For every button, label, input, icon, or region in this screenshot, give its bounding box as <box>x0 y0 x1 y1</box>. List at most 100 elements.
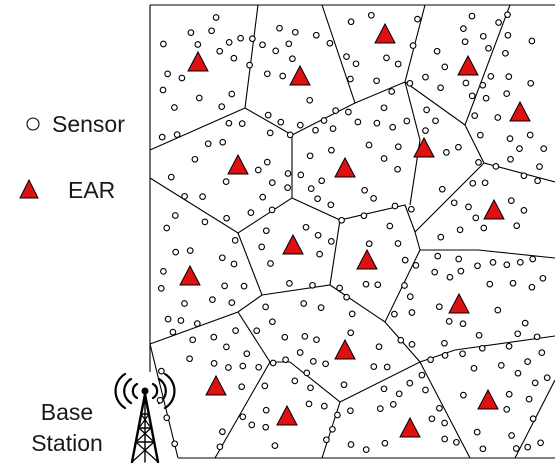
ear-triangle <box>179 264 201 286</box>
sensor-node <box>432 117 439 125</box>
sensor-node <box>513 222 521 230</box>
sensor-node <box>504 11 511 19</box>
sensor-node <box>373 77 380 85</box>
sensor-node <box>514 369 522 377</box>
sensor-node <box>210 333 218 341</box>
ear-triangle <box>276 404 298 426</box>
sensor-node <box>512 445 520 452</box>
sensor-node <box>479 32 487 40</box>
sensor-node <box>239 362 247 370</box>
sensor-node <box>380 385 388 393</box>
sensor-node <box>476 131 484 139</box>
sensor-node <box>486 280 494 288</box>
cell-boundary <box>329 219 341 286</box>
ear-triangle <box>457 54 479 76</box>
sensor-node <box>475 159 482 166</box>
sensor-node <box>218 254 226 262</box>
sensor-node <box>187 29 195 36</box>
cell-boundary <box>419 335 555 363</box>
cell-boundary <box>149 135 293 234</box>
sensor-node <box>228 90 236 98</box>
sensor-node <box>407 205 415 213</box>
sensor-node <box>160 268 167 275</box>
sensor-node <box>178 74 186 82</box>
sensor-node <box>208 27 215 35</box>
sensor-node <box>277 118 285 126</box>
sensor-node <box>237 34 244 42</box>
sensor-node <box>540 145 548 152</box>
sensor-node <box>531 379 539 387</box>
sensor-node <box>520 207 528 214</box>
sensor-node <box>327 238 335 245</box>
sensor-node <box>406 293 414 300</box>
legend-sensor-icon <box>26 117 40 131</box>
sensor-node <box>380 155 388 162</box>
sensor-node <box>254 166 262 174</box>
sensor-node <box>340 381 348 389</box>
sensor-node <box>365 141 373 149</box>
sensor-node <box>316 250 323 258</box>
sensor-node <box>259 41 266 49</box>
sensor-node <box>370 195 377 202</box>
sensor-node <box>403 117 411 125</box>
sensor-node <box>347 18 355 26</box>
sensor-node <box>528 283 536 291</box>
sensor-node <box>394 60 402 68</box>
sensor-node <box>218 103 226 110</box>
sensor-node <box>391 202 399 210</box>
sensor-node <box>437 233 445 241</box>
sensor-node <box>360 212 368 220</box>
sensor-node <box>470 364 478 372</box>
sensor-node <box>401 256 409 264</box>
sensor-node <box>503 90 511 97</box>
sensor-node <box>526 131 534 139</box>
sensor-node <box>212 14 220 21</box>
sensor-node <box>232 327 239 334</box>
ear-triangle <box>187 50 209 72</box>
sensor-node <box>302 223 310 231</box>
sensor-node <box>269 318 276 326</box>
sensor-node <box>228 299 236 306</box>
sensor-node <box>462 79 470 87</box>
sensor-node <box>164 70 171 78</box>
sensor-node <box>238 383 246 391</box>
sensor-node <box>381 439 389 447</box>
sensor-node <box>171 212 179 219</box>
sensor-node <box>507 197 515 204</box>
sensor-node <box>422 73 429 81</box>
sensor-node <box>343 53 350 60</box>
sensor-node <box>450 199 458 207</box>
sensor-node <box>269 359 277 367</box>
sensor-node <box>336 284 343 292</box>
sensor-node <box>543 374 551 382</box>
sensor-node <box>428 415 436 423</box>
sensor-node <box>246 61 253 69</box>
sensor-node <box>338 216 345 224</box>
sensor-node <box>534 177 541 185</box>
sensor-node <box>370 363 378 370</box>
sensor-node <box>263 70 271 78</box>
sensor-node <box>307 185 315 192</box>
sensor-node <box>225 364 232 371</box>
ear-nodes <box>179 22 531 438</box>
sensor-node <box>181 300 188 307</box>
sensor-node <box>284 184 291 191</box>
sensor-node <box>361 186 368 194</box>
sensor-node <box>305 400 313 408</box>
sensor-node <box>367 11 375 19</box>
legend: Sensor EAR <box>19 111 125 203</box>
sensor-node <box>171 440 179 448</box>
sensor-node <box>479 445 487 453</box>
sensor-node <box>303 369 311 377</box>
sensor-node <box>249 35 256 43</box>
sensor-node <box>478 344 486 352</box>
field-frame <box>149 4 555 459</box>
sensor-node <box>225 119 233 127</box>
sensor-node <box>334 411 341 419</box>
sensor-node <box>389 401 397 408</box>
sensor-node <box>408 309 416 316</box>
sensor-node <box>492 163 500 170</box>
sensor-node <box>258 243 266 251</box>
sensor-node <box>201 218 209 226</box>
sensor-node <box>156 396 164 404</box>
